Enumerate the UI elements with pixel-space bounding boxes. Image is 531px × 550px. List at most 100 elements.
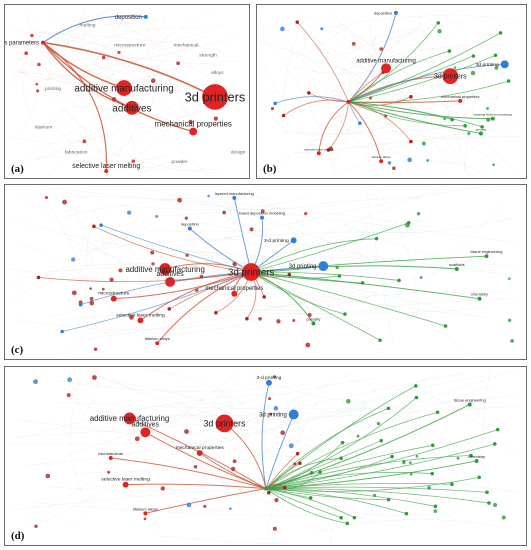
background-edge bbox=[24, 75, 149, 158]
minor-node bbox=[360, 281, 365, 285]
node-deposition bbox=[143, 14, 148, 19]
background-edge bbox=[61, 132, 80, 163]
background-edge bbox=[156, 385, 457, 520]
node-label: 3-d printing bbox=[264, 238, 289, 244]
minor-node bbox=[282, 485, 287, 490]
node-c-3dprint1 bbox=[290, 237, 297, 244]
node-label: additives bbox=[112, 103, 151, 114]
background-edge bbox=[315, 15, 519, 31]
minor-node bbox=[186, 502, 192, 508]
node-label: titanium alloys bbox=[372, 155, 391, 159]
background-edge bbox=[36, 9, 213, 132]
node-selective-laser-melting bbox=[104, 169, 109, 174]
background-edge bbox=[63, 196, 272, 217]
minor-node bbox=[92, 375, 97, 380]
background-edge bbox=[94, 186, 257, 330]
background-edge bbox=[311, 317, 372, 330]
edge bbox=[250, 238, 377, 273]
edges bbox=[258, 7, 522, 178]
background-edge bbox=[226, 188, 323, 337]
edge bbox=[265, 385, 416, 489]
background-edge bbox=[245, 188, 470, 356]
minor-node bbox=[404, 511, 409, 516]
minor-node bbox=[44, 195, 49, 200]
background-edge bbox=[383, 9, 470, 56]
minor-node bbox=[160, 486, 165, 491]
edge bbox=[348, 71, 384, 103]
background-edge bbox=[53, 380, 312, 392]
background-edge bbox=[45, 218, 430, 320]
edge bbox=[348, 54, 496, 103]
minor-node bbox=[280, 26, 285, 32]
background-edge bbox=[89, 111, 204, 175]
background-edge bbox=[403, 421, 497, 522]
background-edge bbox=[61, 27, 198, 57]
node-d-tissue bbox=[467, 402, 472, 407]
background-edge bbox=[117, 32, 124, 59]
background-edge bbox=[11, 31, 224, 51]
node-b-titanium bbox=[379, 159, 384, 164]
minor-node bbox=[109, 277, 114, 282]
background-edge bbox=[463, 44, 498, 173]
edge bbox=[348, 101, 466, 127]
minor-node bbox=[82, 139, 87, 144]
edge bbox=[145, 488, 267, 514]
minor-node bbox=[66, 393, 71, 398]
node-label: titanium alloys bbox=[145, 336, 170, 341]
background-edge bbox=[196, 221, 515, 276]
minor-node bbox=[167, 307, 172, 311]
node-c-micro bbox=[110, 295, 117, 302]
minor-node bbox=[260, 209, 265, 214]
background-edge bbox=[76, 271, 437, 341]
background-edge bbox=[197, 497, 231, 511]
minor-node bbox=[309, 470, 314, 475]
minor-node bbox=[207, 194, 210, 198]
minor-node bbox=[414, 395, 419, 400]
background-edge bbox=[116, 86, 149, 157]
edge bbox=[251, 265, 457, 273]
background-edge bbox=[394, 18, 416, 62]
network-diagram-b: deposition additive manufacturing 3d print… bbox=[258, 7, 522, 178]
background-edge bbox=[258, 47, 425, 175]
edge bbox=[265, 414, 295, 489]
edge bbox=[110, 457, 267, 490]
minor-node bbox=[184, 216, 189, 220]
edge bbox=[265, 488, 436, 507]
background-edge bbox=[341, 136, 522, 149]
node-label: additive manufacturing bbox=[74, 84, 173, 95]
background-edge bbox=[61, 195, 432, 228]
background-edge bbox=[5, 5, 117, 90]
minor-node bbox=[501, 515, 506, 520]
node-label: 3d printers bbox=[434, 74, 467, 81]
edge bbox=[233, 197, 252, 273]
minor-node bbox=[270, 107, 275, 111]
edge bbox=[251, 271, 446, 327]
minor-node bbox=[62, 199, 67, 205]
background-edge bbox=[17, 68, 120, 177]
minor-node bbox=[450, 482, 454, 486]
faint-keyword-label: mechanical bbox=[173, 43, 198, 49]
background-edge bbox=[138, 368, 519, 493]
minor-node bbox=[402, 460, 406, 465]
background-edge bbox=[182, 402, 255, 507]
background-edge bbox=[215, 395, 232, 407]
minor-node bbox=[131, 159, 136, 163]
minor-node bbox=[415, 454, 419, 458]
edge bbox=[348, 32, 501, 103]
background-edge bbox=[21, 41, 39, 131]
node-label: tissue engineering bbox=[454, 398, 486, 403]
minor-node bbox=[295, 451, 300, 456]
background-edge bbox=[145, 368, 268, 422]
node-label: 3-d printing bbox=[257, 375, 282, 381]
node-label: porosity bbox=[476, 128, 487, 132]
minor-node bbox=[345, 521, 350, 526]
background-edge bbox=[297, 67, 376, 75]
edge bbox=[251, 271, 340, 279]
edge bbox=[308, 92, 349, 103]
background-edge bbox=[100, 207, 274, 323]
minor-node bbox=[433, 504, 438, 509]
node-label: additive manufacturing bbox=[356, 58, 416, 64]
edges bbox=[5, 5, 243, 178]
background-edge bbox=[104, 370, 241, 456]
panel-label-c: (c) bbox=[9, 344, 26, 356]
